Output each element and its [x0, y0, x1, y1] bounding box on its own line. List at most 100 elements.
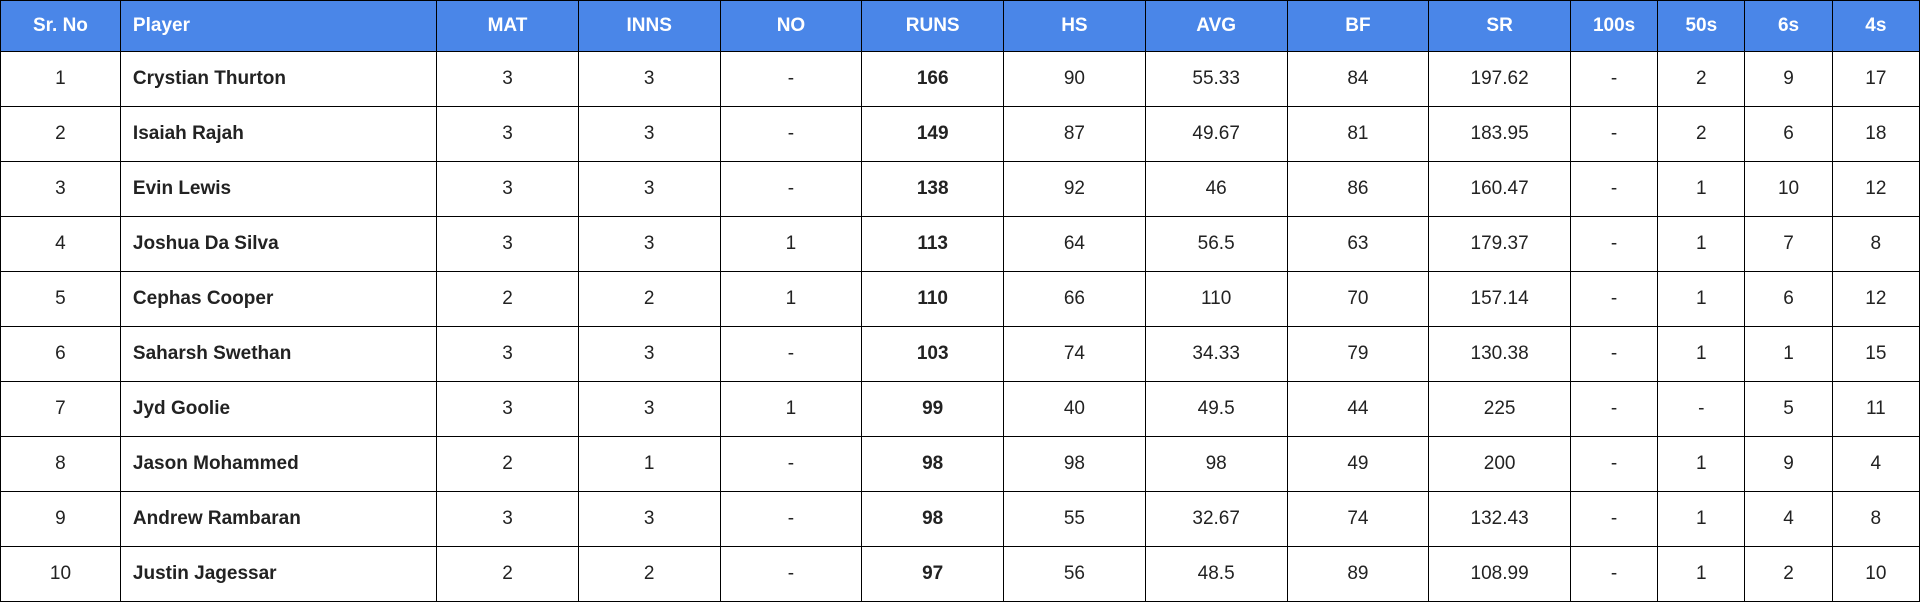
table-header: Sr. No Player MAT INNS NO RUNS HS AVG BF… [1, 1, 1920, 52]
cell-no: - [720, 327, 862, 382]
cell-50s: 1 [1658, 217, 1745, 272]
cell-avg: 49.5 [1145, 382, 1287, 437]
col-header-50s[interactable]: 50s [1658, 1, 1745, 52]
cell-100s: - [1570, 162, 1657, 217]
col-header-mat[interactable]: MAT [437, 1, 579, 52]
cell-6s: 1 [1745, 327, 1832, 382]
cell-4s: 12 [1832, 272, 1919, 327]
cell-no: - [720, 437, 862, 492]
cell-6s: 6 [1745, 107, 1832, 162]
cell-srno: 4 [1, 217, 121, 272]
cell-hs: 64 [1004, 217, 1146, 272]
cell-hs: 87 [1004, 107, 1146, 162]
col-header-4s[interactable]: 4s [1832, 1, 1919, 52]
col-header-player[interactable]: Player [120, 1, 436, 52]
cell-mat: 3 [437, 217, 579, 272]
cell-player: Saharsh Swethan [120, 327, 436, 382]
cell-sr: 179.37 [1429, 217, 1571, 272]
cell-avg: 56.5 [1145, 217, 1287, 272]
cell-mat: 2 [437, 547, 579, 602]
cell-srno: 8 [1, 437, 121, 492]
cell-srno: 2 [1, 107, 121, 162]
cell-hs: 92 [1004, 162, 1146, 217]
cell-inns: 2 [578, 547, 720, 602]
cell-no: 1 [720, 272, 862, 327]
cell-player: Jason Mohammed [120, 437, 436, 492]
cell-4s: 4 [1832, 437, 1919, 492]
cell-sr: 108.99 [1429, 547, 1571, 602]
cell-player: Crystian Thurton [120, 52, 436, 107]
table-row: 9Andrew Rambaran33-985532.6774132.43-148 [1, 492, 1920, 547]
cell-mat: 3 [437, 107, 579, 162]
cell-50s: 1 [1658, 327, 1745, 382]
cell-4s: 8 [1832, 217, 1919, 272]
cell-6s: 9 [1745, 52, 1832, 107]
cell-sr: 160.47 [1429, 162, 1571, 217]
cell-no: 1 [720, 217, 862, 272]
col-header-6s[interactable]: 6s [1745, 1, 1832, 52]
cell-sr: 130.38 [1429, 327, 1571, 382]
cell-inns: 3 [578, 162, 720, 217]
cell-runs: 113 [862, 217, 1004, 272]
cell-6s: 2 [1745, 547, 1832, 602]
cell-player: Isaiah Rajah [120, 107, 436, 162]
cell-100s: - [1570, 492, 1657, 547]
cell-hs: 40 [1004, 382, 1146, 437]
col-header-100s[interactable]: 100s [1570, 1, 1657, 52]
cell-6s: 7 [1745, 217, 1832, 272]
cell-hs: 66 [1004, 272, 1146, 327]
col-header-bf[interactable]: BF [1287, 1, 1429, 52]
cell-6s: 10 [1745, 162, 1832, 217]
col-header-avg[interactable]: AVG [1145, 1, 1287, 52]
col-header-srno[interactable]: Sr. No [1, 1, 121, 52]
col-header-runs[interactable]: RUNS [862, 1, 1004, 52]
cell-50s: 1 [1658, 437, 1745, 492]
cell-mat: 3 [437, 327, 579, 382]
cell-no: 1 [720, 382, 862, 437]
cell-inns: 3 [578, 52, 720, 107]
col-header-no[interactable]: NO [720, 1, 862, 52]
cell-srno: 3 [1, 162, 121, 217]
cell-avg: 49.67 [1145, 107, 1287, 162]
col-header-sr[interactable]: SR [1429, 1, 1571, 52]
cell-avg: 32.67 [1145, 492, 1287, 547]
cell-no: - [720, 492, 862, 547]
cell-runs: 149 [862, 107, 1004, 162]
table-row: 10Justin Jagessar22-975648.589108.99-121… [1, 547, 1920, 602]
cell-srno: 6 [1, 327, 121, 382]
cell-no: - [720, 547, 862, 602]
cell-bf: 44 [1287, 382, 1429, 437]
cell-mat: 3 [437, 52, 579, 107]
table-row: 5Cephas Cooper2211106611070157.14-1612 [1, 272, 1920, 327]
cell-4s: 10 [1832, 547, 1919, 602]
cell-inns: 1 [578, 437, 720, 492]
cell-100s: - [1570, 107, 1657, 162]
cell-hs: 90 [1004, 52, 1146, 107]
cell-bf: 84 [1287, 52, 1429, 107]
table-row: 3Evin Lewis33-138924686160.47-11012 [1, 162, 1920, 217]
cell-100s: - [1570, 437, 1657, 492]
col-header-inns[interactable]: INNS [578, 1, 720, 52]
cell-runs: 103 [862, 327, 1004, 382]
cell-bf: 86 [1287, 162, 1429, 217]
cell-runs: 110 [862, 272, 1004, 327]
cell-player: Joshua Da Silva [120, 217, 436, 272]
cell-srno: 5 [1, 272, 121, 327]
cell-sr: 225 [1429, 382, 1571, 437]
cell-runs: 97 [862, 547, 1004, 602]
cell-avg: 46 [1145, 162, 1287, 217]
cell-100s: - [1570, 382, 1657, 437]
table-row: 1Crystian Thurton33-1669055.3384197.62-2… [1, 52, 1920, 107]
cell-hs: 55 [1004, 492, 1146, 547]
cell-50s: 1 [1658, 162, 1745, 217]
cell-sr: 200 [1429, 437, 1571, 492]
table-row: 8Jason Mohammed21-98989849200-194 [1, 437, 1920, 492]
cell-bf: 89 [1287, 547, 1429, 602]
cell-runs: 138 [862, 162, 1004, 217]
col-header-hs[interactable]: HS [1004, 1, 1146, 52]
cell-avg: 98 [1145, 437, 1287, 492]
cell-avg: 55.33 [1145, 52, 1287, 107]
cell-inns: 3 [578, 107, 720, 162]
cell-100s: - [1570, 272, 1657, 327]
cell-avg: 110 [1145, 272, 1287, 327]
